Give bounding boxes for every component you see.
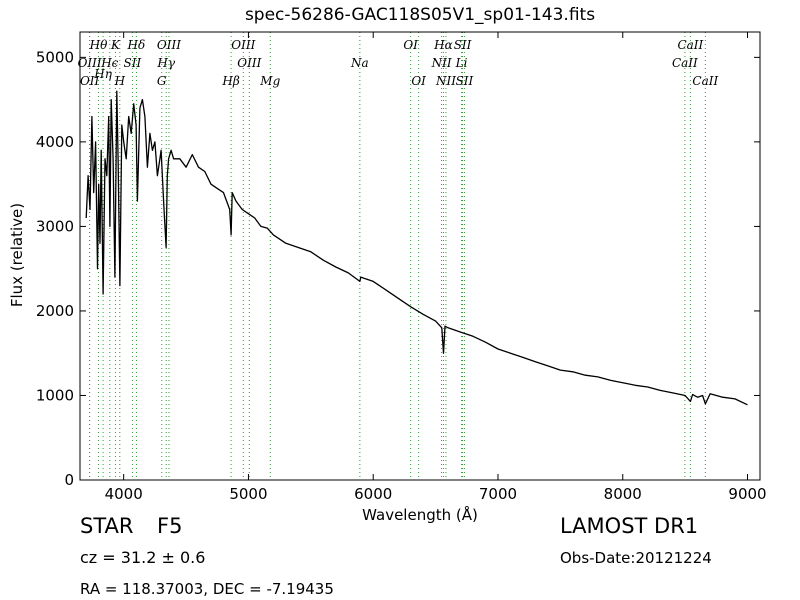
spectral-line-label: Hγ [156,56,175,70]
spectral-line-label: OIII [231,38,255,52]
spectral-line-label: K [110,38,121,52]
spectral-line-label: Na [350,56,369,70]
spectral-line-label: NII [431,56,452,70]
spectral-line-label: CaII [672,56,698,70]
spectral-line-label: Hδ [127,38,146,52]
y-tick-label: 5000 [36,48,74,66]
spectral-line-label: SII [124,56,142,70]
spectral-line-label: SII [454,38,472,52]
x-tick-label: 4000 [105,485,143,503]
x-tick-label: 8000 [604,485,642,503]
spectral-line-label: OIII [157,38,181,52]
coordinates-label: RA = 118.37003, DEC = -7.19435 [80,580,334,598]
y-tick-label: 3000 [36,217,74,235]
y-tick-label: 2000 [36,302,74,320]
x-axis-label: Wavelength (Å) [362,506,478,524]
spectral-line-label: Mg [259,74,280,88]
subclass-label: F5 [157,514,183,538]
spectral-line-label: OIII [237,56,261,70]
spectral-line-label: G [157,74,167,88]
spectral-line-label: CaII [692,74,718,88]
y-axis-label: Flux (relative) [8,202,26,308]
spectral-line-label: OII [80,74,100,88]
y-tick-label: 1000 [36,386,74,404]
plot-frame [79,31,761,481]
x-tick-label: 6000 [354,485,392,503]
x-tick-label: 9000 [728,485,766,503]
spectral-line-label: Hη [93,67,112,81]
x-tick-label: 7000 [479,485,517,503]
spectrum-line [85,90,748,406]
spectral-line-label: Hϵ [100,56,118,70]
spectral-line-label: OI [411,74,426,88]
redshift-label: cz = 31.2 ± 0.6 [80,548,206,567]
spectral-line-label: SII [456,74,474,88]
y-tick-label: 4000 [36,133,74,151]
spectral-line-label: Hα [433,38,453,52]
chart-title: spec-56286-GAC118S05V1_sp01-143.fits [244,5,596,25]
obs-date-label: Obs-Date:20121224 [560,549,712,567]
x-tick-label: 5000 [229,485,267,503]
spectral-line-label: Hθ [89,38,108,52]
survey-label: LAMOST DR1 [560,514,699,538]
spectral-line-label: OIII [78,56,102,70]
spectral-line-label: H [114,74,126,88]
spectral-line-label: OI [403,38,418,52]
y-tick-label: 0 [64,471,74,489]
object-type-label: STAR [80,514,134,538]
spectral-line-label: Li [455,56,468,70]
spectral-line-label: CaII [677,38,703,52]
spectral-line-label: NII [435,74,456,88]
spectral-line-label: Hβ [221,74,239,88]
